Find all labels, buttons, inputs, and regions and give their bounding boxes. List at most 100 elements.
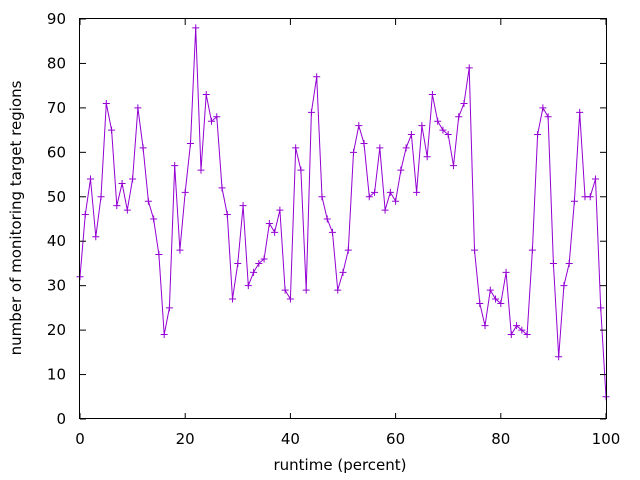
data-point — [560, 282, 568, 290]
data-point — [113, 202, 121, 210]
y-tick-label: 50 — [47, 188, 66, 206]
data-point — [360, 139, 368, 147]
data-point — [407, 131, 415, 139]
y-tick-label: 0 — [56, 410, 66, 428]
x-tick-label: 0 — [75, 430, 85, 448]
data-point — [197, 166, 205, 174]
data-point — [502, 268, 510, 276]
data-point — [492, 295, 500, 303]
data-point — [129, 175, 137, 183]
data-point — [497, 299, 505, 307]
data-point — [297, 166, 305, 174]
data-point — [418, 122, 426, 130]
data-point — [439, 126, 447, 134]
data-point — [213, 113, 221, 121]
y-tick-label: 90 — [47, 10, 66, 28]
data-point — [265, 219, 273, 227]
data-point — [144, 197, 152, 205]
data-point — [229, 295, 237, 303]
data-point — [386, 188, 394, 196]
y-tick-label: 70 — [47, 99, 66, 117]
data-point — [549, 259, 557, 267]
data-point — [528, 246, 536, 254]
data-point — [81, 211, 89, 219]
data-point — [444, 131, 452, 139]
data-point — [87, 175, 95, 183]
data-point — [281, 286, 289, 294]
data-point — [518, 326, 526, 334]
y-tick-label: 60 — [47, 143, 66, 161]
data-point — [355, 122, 363, 130]
data-point — [302, 286, 310, 294]
data-point — [576, 108, 584, 116]
data-point — [250, 268, 258, 276]
y-tick-label: 80 — [47, 54, 66, 72]
data-point — [155, 251, 163, 259]
y-tick-label: 40 — [47, 232, 66, 250]
data-point — [392, 197, 400, 205]
data-point — [476, 299, 484, 307]
data-point — [307, 108, 315, 116]
data-point — [428, 91, 436, 99]
data-point — [513, 322, 521, 330]
y-tick-label: 10 — [47, 366, 66, 384]
data-point — [523, 331, 531, 339]
x-tick-label: 100 — [592, 430, 621, 448]
axis-ticks: 0 20 40 60 80 100 0 10 20 30 40 50 60 70 80 90 — [47, 10, 620, 448]
data-point — [150, 215, 158, 223]
x-tick-label: 40 — [281, 430, 300, 448]
data-point — [313, 73, 321, 81]
data-point — [397, 166, 405, 174]
data-point — [365, 193, 373, 201]
data-point — [171, 162, 179, 170]
data-point — [555, 353, 563, 361]
data-point — [181, 188, 189, 196]
data-point — [544, 113, 552, 121]
data-point — [292, 144, 300, 152]
data-point — [376, 144, 384, 152]
data-point — [234, 259, 242, 267]
data-point — [123, 206, 131, 214]
data-point — [286, 295, 294, 303]
data-point — [402, 144, 410, 152]
data-point — [97, 193, 105, 201]
data-point — [481, 322, 489, 330]
data-point — [271, 228, 279, 236]
data-point — [139, 144, 147, 152]
data-point — [239, 202, 247, 210]
plot-area — [76, 24, 610, 401]
data-point — [339, 268, 347, 276]
data-point — [597, 304, 605, 312]
data-point — [539, 104, 547, 112]
data-point — [160, 331, 168, 339]
data-point — [434, 117, 442, 125]
data-point — [381, 206, 389, 214]
y-tick-label: 30 — [47, 277, 66, 295]
y-tick-label: 20 — [47, 321, 66, 339]
data-point — [318, 193, 326, 201]
data-point — [208, 117, 215, 125]
data-point — [276, 206, 284, 214]
x-axis-label: runtime (percent) — [274, 456, 407, 474]
data-point — [471, 246, 478, 254]
data-point — [244, 282, 252, 290]
data-point — [507, 331, 515, 339]
series-line — [79, 27, 607, 397]
data-point — [344, 246, 352, 254]
data-point — [565, 259, 573, 267]
data-point — [534, 131, 542, 139]
data-point — [223, 211, 231, 219]
x-tick-label: 80 — [491, 430, 510, 448]
data-point — [118, 179, 126, 187]
data-point — [591, 175, 599, 183]
data-point — [328, 228, 336, 236]
data-point — [165, 304, 173, 312]
data-point — [371, 188, 379, 196]
data-point — [465, 64, 473, 72]
data-point — [202, 91, 210, 99]
data-point — [413, 188, 421, 196]
y-axis-label: number of monitoring target regions — [7, 80, 25, 355]
data-point — [134, 104, 142, 112]
data-point — [570, 197, 578, 205]
data-point — [192, 24, 200, 32]
